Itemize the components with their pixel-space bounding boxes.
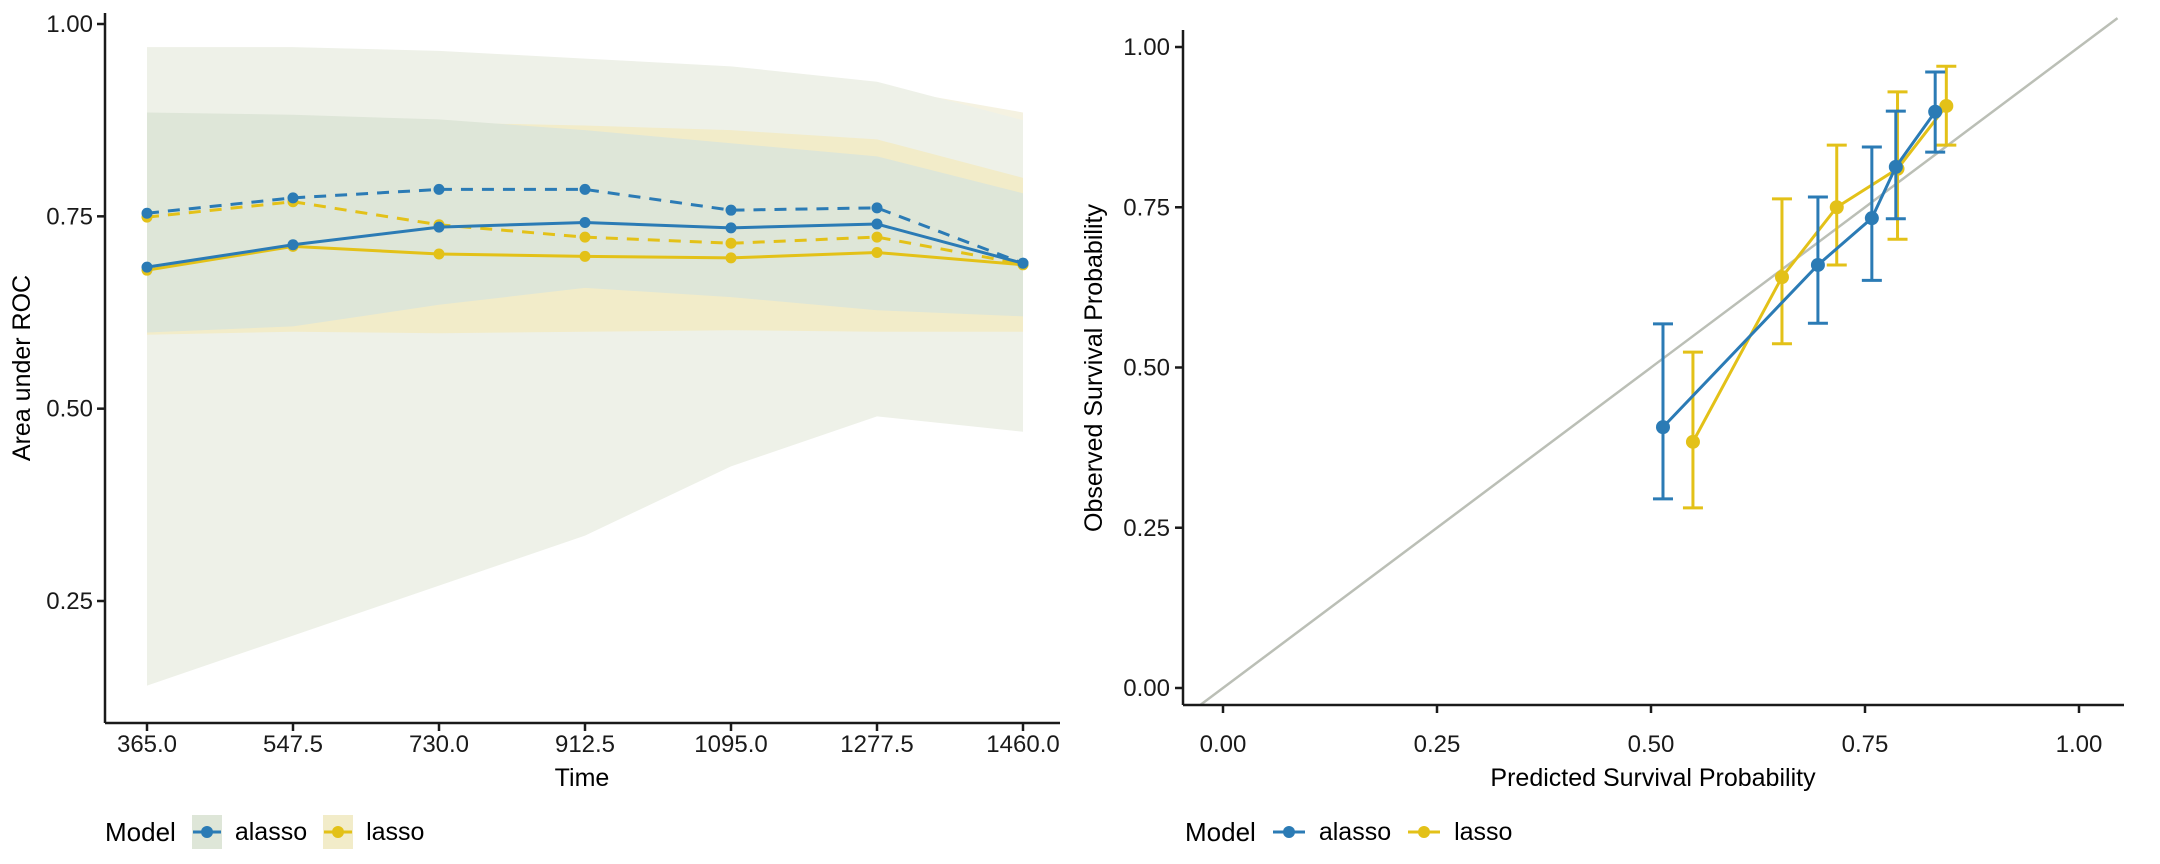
auc-point-alasso-solid-4	[725, 222, 737, 234]
legend-item-lasso: lasso	[1407, 818, 1512, 847]
left-y-tick-label-0: 0.25	[46, 588, 93, 615]
legend-key-point-alasso	[200, 826, 213, 838]
legend-title: Model	[105, 816, 176, 847]
legend-key-glyph-lasso	[1408, 826, 1441, 838]
left-x-tick-label-4: 1095.0	[694, 731, 767, 758]
legend-key-point-lasso	[332, 826, 345, 838]
legend-key-point-lasso	[1418, 826, 1431, 838]
auc-point-alasso-dashed-0	[141, 207, 153, 219]
auc-point-alasso-dashed-1	[287, 192, 299, 204]
left-x-tick-label-3: 912.5	[555, 731, 615, 758]
auc-point-lasso-dashed-5	[871, 231, 883, 243]
auc-point-alasso-solid-6	[1017, 257, 1029, 269]
left-x-tick-label-1: 547.5	[263, 731, 323, 758]
calibration-point-alasso-1	[1810, 257, 1825, 272]
calibration-line-lasso	[1691, 105, 1948, 443]
calibration-point-lasso-2	[1829, 200, 1844, 215]
legend-key-glyph-lasso	[324, 826, 353, 838]
auc-point-alasso-dashed-2	[433, 183, 445, 195]
legend-right: Model alasso lasso	[1185, 810, 1512, 854]
legend-title: Model	[1185, 816, 1256, 847]
left-x-tick-label-6: 1460.0	[986, 731, 1059, 758]
auc-point-lasso-dashed-4	[725, 237, 737, 249]
auc-point-alasso-dashed-3	[579, 183, 591, 195]
right-y-tick-label-2: 0.50	[1123, 355, 1170, 382]
legend-item-lasso: lasso	[323, 815, 424, 849]
right-x-tick-label-1: 0.25	[1414, 731, 1461, 758]
legend-key-lasso-icon	[323, 815, 354, 849]
auc-point-alasso-solid-1	[287, 239, 299, 251]
calibration-point-alasso-4	[1928, 104, 1943, 119]
left-x-tick-label-5: 1277.5	[840, 731, 913, 758]
auc-point-alasso-solid-5	[871, 218, 883, 230]
left-x-axis-title: Time	[555, 764, 610, 792]
auc-point-lasso-solid-5	[871, 246, 883, 258]
calibration-point-alasso-2	[1864, 211, 1879, 226]
auc-point-lasso-solid-2	[433, 248, 445, 260]
left-y-tick-label-1: 0.50	[46, 396, 93, 423]
right-x-axis-title: Predicted Survival Probability	[1490, 764, 1816, 792]
legend-key-glyph-alasso	[1272, 826, 1305, 838]
left-y-tick-label-3: 1.00	[46, 11, 93, 38]
auc-point-alasso-dashed-5	[871, 202, 883, 214]
auc-point-alasso-solid-2	[433, 221, 445, 233]
legend-key-lasso-icon	[1407, 820, 1441, 844]
right-x-tick-label-2: 0.50	[1628, 731, 1675, 758]
auc-point-alasso-dashed-4	[725, 204, 737, 216]
auc-point-alasso-solid-3	[579, 216, 591, 228]
legend-label-alasso: alasso	[1318, 817, 1392, 846]
auc-point-lasso-solid-4	[725, 252, 737, 264]
legend-item-alasso: alasso	[1272, 818, 1391, 847]
legend-label-alasso: alasso	[234, 817, 308, 846]
left-y-tick-label-2: 0.75	[46, 203, 93, 230]
legend-key-point-alasso	[1282, 826, 1295, 838]
right-y-tick-label-1: 0.25	[1123, 515, 1170, 542]
calibration-point-alasso-3	[1888, 159, 1903, 174]
right-y-tick-label-3: 0.75	[1123, 194, 1170, 221]
right-y-tick-label-4: 1.00	[1123, 34, 1170, 61]
calibration-point-lasso-4	[1939, 98, 1954, 113]
calibration-point-lasso-1	[1774, 270, 1789, 285]
left-x-tick-label-0: 365.0	[117, 731, 177, 758]
left-x-tick-label-2: 730.0	[409, 731, 469, 758]
legend-left: Model alasso lasso	[105, 810, 424, 854]
right-y-axis-title: Observed Survival Probability	[1080, 204, 1108, 532]
legend-label-lasso: lasso	[366, 817, 425, 846]
identity-line	[1199, 17, 2119, 706]
auc-point-lasso-solid-3	[579, 250, 591, 262]
right-x-tick-label-4: 1.00	[2056, 731, 2103, 758]
right-x-tick-label-3: 0.75	[1842, 731, 1889, 758]
right-x-tick-label-0: 0.00	[1200, 731, 1247, 758]
left-y-axis-title: Area under ROC	[8, 275, 36, 461]
legend-key-alasso-icon	[191, 815, 222, 849]
legend-label-lasso: lasso	[1454, 817, 1513, 846]
right-y-tick-label-0: 0.00	[1123, 675, 1170, 702]
auc-point-alasso-solid-0	[141, 261, 153, 273]
auc-point-lasso-dashed-3	[579, 231, 591, 243]
calibration-point-lasso-0	[1685, 434, 1700, 449]
legend-item-alasso: alasso	[191, 815, 308, 849]
legend-key-alasso-icon	[1272, 820, 1306, 844]
legend-key-glyph-alasso	[192, 826, 221, 838]
calibration-point-alasso-0	[1655, 420, 1670, 435]
